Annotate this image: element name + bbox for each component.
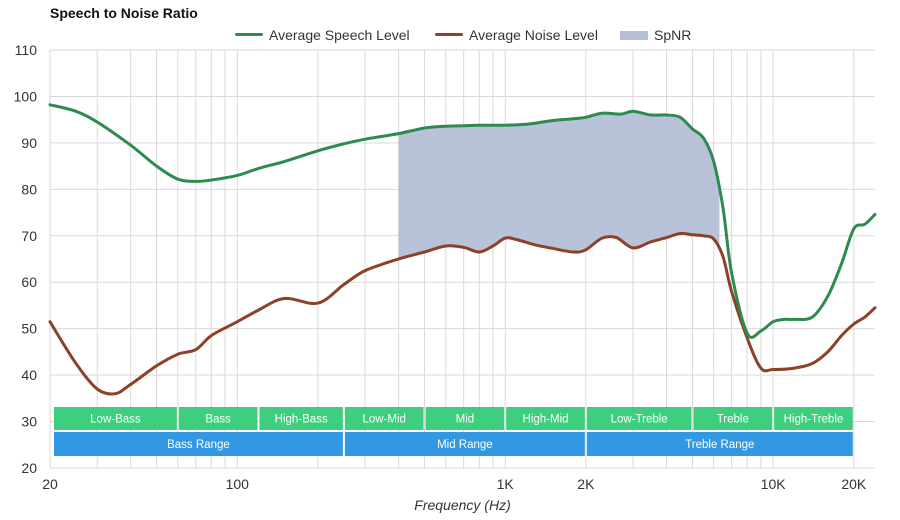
range-bottom-block — [54, 432, 343, 456]
chart-title: Speech to Noise Ratio — [50, 5, 198, 21]
x-tick-label: 20 — [42, 476, 58, 492]
range-bottom-block — [344, 432, 585, 456]
y-tick-label: 60 — [21, 274, 37, 290]
range-top-label: Treble — [717, 414, 749, 426]
y-tick-label: 80 — [21, 181, 37, 197]
x-tick-label: 10K — [761, 476, 787, 492]
grid — [49, 49, 875, 469]
range-top-block — [774, 407, 853, 430]
range-top-block — [693, 407, 773, 430]
range-top-block — [506, 407, 585, 430]
range-top-block — [54, 407, 177, 430]
legend-speech: Average Speech Level — [235, 27, 410, 43]
y-axis: 20 30 40 50 60 70 80 90 100 110 — [14, 42, 38, 476]
frequency-ranges: Low-Bass Bass High-Bass Low-Mid Mid High-Mid L… — [54, 407, 853, 456]
range-bottom-label: Bass Range — [167, 439, 230, 451]
range-top-block — [344, 407, 424, 430]
range-top-label: High-Treble — [784, 414, 844, 426]
legend-noise: Average Noise Level — [435, 27, 598, 43]
range-top-label: Low-Treble — [611, 414, 668, 426]
range-bottom-label: Mid Range — [437, 439, 493, 451]
legend: Average Speech Level Average Noise Level… — [0, 27, 900, 47]
range-top-label: Low-Mid — [362, 414, 405, 426]
x-tick-label: 20K — [841, 476, 867, 492]
noise-level-line — [48, 231, 877, 396]
legend-noise-label: Average Noise Level — [469, 27, 598, 43]
range-bottom-label: Treble Range — [685, 439, 754, 451]
range-top-label: Mid — [456, 414, 475, 426]
x-tick-label: 100 — [226, 476, 250, 492]
spnr-area — [398, 111, 720, 259]
legend-speech-label: Average Speech Level — [269, 27, 410, 43]
x-tick-label: 2K — [577, 476, 595, 492]
legend-spnr-swatch — [620, 30, 648, 40]
range-top-block — [259, 407, 343, 430]
range-top-label: Low-Bass — [90, 414, 141, 426]
legend-spnr: SpNR — [620, 27, 691, 43]
range-top-label: High-Mid — [523, 414, 569, 426]
range-top-label: Bass — [205, 414, 231, 426]
legend-noise-swatch — [435, 32, 463, 36]
x-axis-label: Frequency (Hz) — [414, 497, 510, 513]
speech-level-line — [48, 103, 877, 339]
legend-speech-swatch — [235, 32, 263, 36]
range-bottom-block — [586, 432, 853, 456]
range-top-block — [178, 407, 258, 430]
range-top-block — [425, 407, 505, 430]
y-tick-label: 50 — [21, 321, 37, 337]
legend-spnr-label: SpNR — [654, 27, 692, 43]
x-axis: 20 100 1K 2K 10K 20K — [42, 476, 867, 492]
y-tick-label: 70 — [21, 228, 37, 244]
y-tick-label: 100 — [14, 88, 38, 104]
y-tick-label: 110 — [15, 42, 38, 58]
range-top-block — [586, 407, 692, 430]
range-top-label: High-Bass — [275, 414, 328, 426]
y-tick-label: 40 — [21, 367, 37, 383]
y-tick-label: 30 — [21, 414, 37, 430]
y-tick-label: 90 — [21, 135, 37, 151]
x-tick-label: 1K — [497, 476, 515, 492]
y-tick-label: 20 — [21, 460, 37, 476]
